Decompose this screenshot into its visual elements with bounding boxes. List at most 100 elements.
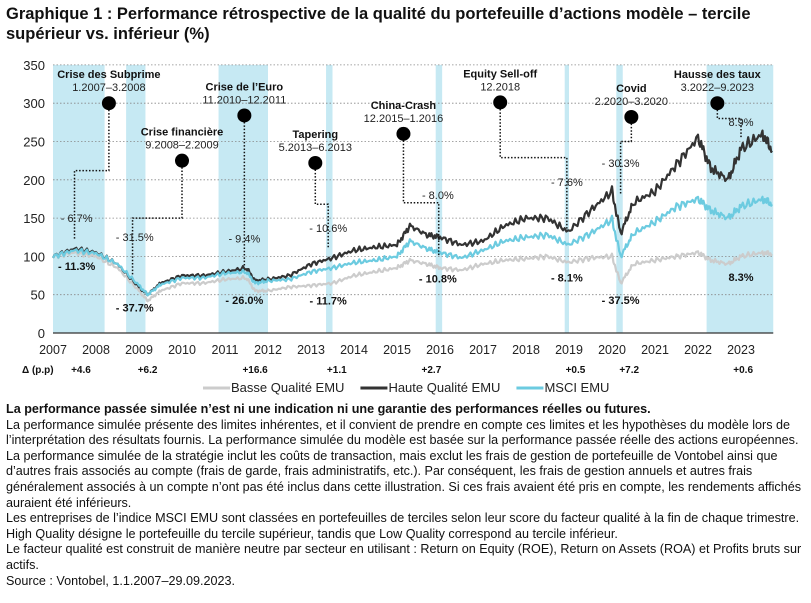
high-quality-drawdown: - 7.6% bbox=[551, 177, 583, 189]
event-period: 2.2020–3.2020 bbox=[595, 96, 668, 108]
chart-title: Graphique 1 : Performance rétrospective … bbox=[6, 5, 751, 43]
note-paragraph: Les entreprises de l’indice MSCI EMU son… bbox=[6, 511, 800, 541]
event-marker bbox=[624, 109, 639, 124]
event-connector bbox=[716, 103, 742, 138]
low-quality-drawdown: - 10.8% bbox=[419, 273, 457, 285]
x-tick-label: 2007 bbox=[39, 343, 67, 357]
event-name: Hausse des taux bbox=[674, 69, 762, 81]
delta-value: +0.5 bbox=[566, 365, 586, 376]
low-quality-drawdown: - 37.5% bbox=[602, 295, 640, 307]
event-connector bbox=[73, 103, 110, 240]
shaded-period bbox=[616, 64, 623, 334]
event-period: 1.2007–3.2008 bbox=[72, 82, 145, 94]
x-tick-label: 2014 bbox=[340, 343, 368, 357]
x-tick-label: 2021 bbox=[641, 343, 669, 357]
legend-label: Haute Qualité EMU bbox=[388, 380, 500, 395]
shaded-period bbox=[53, 64, 105, 334]
event-connector bbox=[131, 160, 183, 276]
event-connector bbox=[499, 102, 568, 230]
y-tick-label: 100 bbox=[23, 249, 45, 264]
series-line bbox=[52, 129, 773, 297]
shaded-period bbox=[326, 64, 333, 334]
y-tick-label: 250 bbox=[23, 135, 45, 150]
event-marker bbox=[308, 155, 323, 170]
event-name: Covid bbox=[616, 83, 647, 95]
y-tick-label: 0 bbox=[38, 326, 45, 341]
y-tick-label: 50 bbox=[31, 288, 45, 303]
x-tick-label: 2023 bbox=[727, 343, 755, 357]
x-tick-label: 2017 bbox=[469, 343, 497, 357]
notes: La performance passée simulée n’est ni u… bbox=[6, 402, 806, 589]
high-quality-drawdown: - 9.4% bbox=[228, 234, 260, 246]
event-marker bbox=[237, 108, 252, 123]
source: Source : Vontobel, 1.1.2007–29.09.2023. bbox=[6, 573, 235, 588]
event-marker bbox=[396, 126, 411, 141]
high-quality-drawdown: - 31.5% bbox=[116, 232, 154, 244]
delta-label: Δ (p.p) bbox=[22, 365, 54, 376]
high-quality-drawdown: 8.9% bbox=[728, 117, 753, 129]
y-tick-label: 200 bbox=[23, 173, 45, 188]
y-tick-label: 350 bbox=[23, 58, 45, 73]
note-paragraph: Le facteur qualité est construit de mani… bbox=[6, 542, 802, 572]
low-quality-drawdown: - 11.3% bbox=[58, 261, 96, 273]
series-line bbox=[52, 195, 773, 297]
x-tick-label: 2011 bbox=[212, 343, 239, 357]
event-connector bbox=[619, 116, 633, 196]
event-name: Crise des Subprime bbox=[57, 69, 160, 81]
event-name: China-Crash bbox=[371, 100, 437, 112]
event-marker bbox=[175, 153, 189, 168]
y-tick-label: 150 bbox=[23, 211, 45, 226]
low-quality-drawdown: - 8.1% bbox=[551, 273, 583, 285]
event-name: Crise de l’Euro bbox=[206, 81, 284, 93]
low-quality-drawdown: - 11.7% bbox=[310, 296, 348, 308]
shaded-period bbox=[435, 64, 443, 334]
event-period: 11.2010–12.2011 bbox=[202, 94, 286, 106]
chart: 0 50 100 150 200 250 300 350 2007 2008 2009 2010 201… bbox=[22, 58, 774, 395]
x-tick-label: 2009 bbox=[125, 343, 153, 357]
x-tick-label: 2018 bbox=[512, 343, 540, 357]
event-period: 5.2013–6.2013 bbox=[279, 142, 352, 154]
event-name: Equity Sell-off bbox=[463, 68, 537, 80]
x-tick-label: 2013 bbox=[297, 343, 325, 357]
event-period: 12.2015–1.2016 bbox=[364, 113, 444, 125]
delta-value: +4.6 bbox=[71, 365, 91, 376]
high-quality-drawdown: - 8.0% bbox=[422, 190, 454, 202]
x-tick-label: 2010 bbox=[168, 343, 196, 357]
x-tick-label: 2016 bbox=[426, 343, 454, 357]
delta-value: +6.2 bbox=[138, 365, 158, 376]
low-quality-drawdown: - 26.0% bbox=[225, 295, 263, 307]
event-marker bbox=[493, 95, 508, 110]
low-quality-drawdown: 8.3% bbox=[728, 272, 753, 284]
high-quality-drawdown: - 6.7% bbox=[61, 213, 93, 225]
low-quality-drawdown: - 37.7% bbox=[116, 303, 154, 315]
delta-value: +7.2 bbox=[619, 365, 639, 376]
event-connector bbox=[402, 133, 440, 257]
delta-value: +0.6 bbox=[733, 365, 753, 376]
delta-value: +1.1 bbox=[327, 365, 347, 376]
event-marker bbox=[710, 96, 725, 111]
series-line bbox=[52, 250, 773, 303]
event-period: 3.2022–9.2023 bbox=[681, 82, 754, 94]
legend-label: Basse Qualité EMU bbox=[231, 380, 344, 395]
event-period: 9.2008–2.2009 bbox=[145, 140, 218, 152]
event-marker bbox=[101, 96, 116, 111]
x-tick-label: 2008 bbox=[82, 343, 110, 357]
event-period: 12.2018 bbox=[480, 81, 520, 93]
high-quality-drawdown: - 30.3% bbox=[602, 158, 640, 170]
x-tick-label: 2012 bbox=[254, 343, 282, 357]
legend-label: MSCI EMU bbox=[544, 380, 609, 395]
x-tick-label: 2019 bbox=[555, 343, 583, 357]
disclaimer: La performance passée simulée n’est ni u… bbox=[6, 402, 651, 416]
delta-value: +2.7 bbox=[422, 365, 442, 376]
x-tick-label: 2020 bbox=[598, 343, 626, 357]
event-name: Crise financière bbox=[141, 127, 224, 139]
x-tick-label: 2015 bbox=[383, 343, 411, 357]
event-name: Tapering bbox=[292, 129, 338, 141]
delta-value: +16.6 bbox=[242, 365, 268, 376]
high-quality-drawdown: - 10.6% bbox=[309, 223, 347, 235]
x-tick-label: 2022 bbox=[684, 343, 712, 357]
note-paragraph: La performance simulée présente des limi… bbox=[6, 417, 802, 510]
event-connector bbox=[314, 162, 329, 249]
y-tick-label: 300 bbox=[23, 96, 45, 111]
shaded-period bbox=[126, 64, 146, 334]
